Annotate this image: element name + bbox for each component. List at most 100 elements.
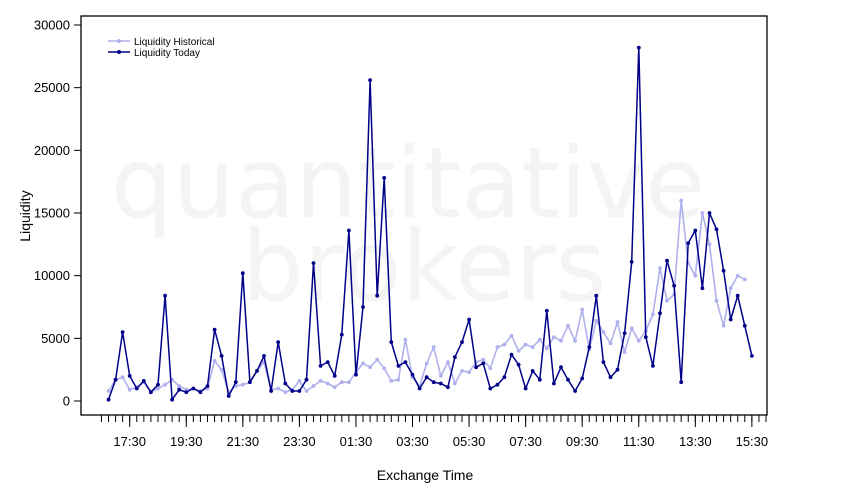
data-point-historical xyxy=(559,338,563,343)
data-point-today xyxy=(622,331,627,336)
watermark: quantitative brokers xyxy=(111,127,706,324)
data-point-historical xyxy=(658,266,662,270)
data-point-today xyxy=(120,330,125,334)
data-point-today xyxy=(431,380,436,385)
data-point-today xyxy=(424,375,429,380)
data-point-today xyxy=(361,305,365,309)
data-point-today xyxy=(446,385,450,390)
data-point-historical xyxy=(523,342,528,347)
data-point-today xyxy=(311,261,316,265)
data-point-today xyxy=(672,283,676,288)
data-point-historical xyxy=(537,337,542,342)
data-point-today xyxy=(721,268,726,273)
data-point-today xyxy=(523,386,528,391)
data-point-today xyxy=(184,390,189,395)
data-point-historical xyxy=(488,366,493,371)
data-point-historical xyxy=(127,387,132,392)
y-tick-label: 15000 xyxy=(34,206,70,221)
data-point-historical xyxy=(446,360,450,364)
data-point-historical xyxy=(502,342,507,347)
x-tick-label: 03:30 xyxy=(396,434,429,449)
data-point-today xyxy=(643,335,648,339)
data-point-historical xyxy=(389,379,394,383)
data-point-today xyxy=(700,286,705,291)
data-point-historical xyxy=(552,335,556,339)
data-point-today xyxy=(573,389,577,393)
data-point-today xyxy=(318,364,323,368)
x-tick-label: 17:30 xyxy=(113,434,146,449)
y-tick-label: 10000 xyxy=(34,268,70,283)
data-point-historical xyxy=(347,380,351,385)
legend-label-today: Liquidity Today xyxy=(134,48,200,59)
data-point-today xyxy=(665,258,669,263)
data-point-today xyxy=(651,364,655,368)
data-point-today xyxy=(255,369,259,373)
data-point-historical xyxy=(177,384,182,388)
data-point-historical xyxy=(424,361,429,366)
x-axis: 17:30 19:30 21:30 23:30 01:30 03:30 05:30 07:30… xyxy=(100,415,769,449)
y-tick-label: 30000 xyxy=(34,18,70,33)
data-point-today xyxy=(368,78,372,82)
data-point-historical xyxy=(495,345,500,349)
data-point-today xyxy=(552,381,556,386)
data-point-today xyxy=(177,387,182,392)
data-point-today xyxy=(304,377,309,382)
data-point-historical xyxy=(163,382,168,387)
data-point-historical xyxy=(375,357,380,362)
data-point-today xyxy=(495,382,500,387)
data-point-historical xyxy=(622,350,627,354)
data-point-today xyxy=(530,369,535,373)
data-point-historical xyxy=(714,298,719,303)
data-point-today xyxy=(460,340,464,344)
data-point-today xyxy=(276,340,281,344)
x-tick-label: 13:30 xyxy=(679,434,712,449)
data-point-historical xyxy=(735,273,740,278)
data-point-today xyxy=(417,386,422,391)
data-point-today xyxy=(106,397,111,402)
x-tick-label: 09:30 xyxy=(566,434,599,449)
data-point-historical xyxy=(453,381,457,386)
data-point-today xyxy=(629,260,634,264)
data-point-today xyxy=(212,327,217,332)
data-point-today xyxy=(389,340,394,344)
data-point-today xyxy=(156,382,160,387)
data-point-today xyxy=(325,360,330,364)
data-point-historical xyxy=(530,345,535,349)
data-point-historical xyxy=(304,389,309,393)
watermark-line-1: quantitative xyxy=(111,127,706,241)
data-point-historical xyxy=(544,346,549,351)
data-point-today xyxy=(615,367,620,372)
series-line-today xyxy=(107,46,753,401)
data-point-historical xyxy=(636,338,641,343)
x-axis-title: Exchange Time xyxy=(377,467,474,483)
data-point-today xyxy=(262,354,266,358)
data-point-today xyxy=(403,360,408,364)
data-point-today xyxy=(750,354,754,358)
data-point-historical xyxy=(707,242,712,247)
x-tick-label: 05:30 xyxy=(453,434,486,449)
x-tick-label: 15:30 xyxy=(736,434,769,449)
data-point-historical xyxy=(297,379,302,383)
data-point-historical xyxy=(481,357,486,362)
data-point-today xyxy=(248,380,252,385)
data-point-historical xyxy=(382,366,387,371)
data-point-historical xyxy=(700,211,705,215)
data-point-today xyxy=(544,308,549,313)
data-point-historical xyxy=(665,298,669,303)
data-point-today xyxy=(537,377,542,382)
data-point-today xyxy=(636,45,641,50)
legend-marker-today xyxy=(117,50,121,54)
data-point-historical xyxy=(396,377,401,382)
data-point-historical xyxy=(608,341,613,346)
data-point-today xyxy=(707,211,712,215)
legend: Liquidity Historical Liquidity Today xyxy=(108,37,215,59)
data-point-historical xyxy=(573,338,577,343)
data-point-today xyxy=(134,386,139,391)
x-tick-label: 19:30 xyxy=(170,434,203,449)
data-point-today xyxy=(240,271,245,276)
data-point-historical xyxy=(629,326,634,331)
data-point-historical xyxy=(339,380,344,385)
data-point-today xyxy=(382,176,387,180)
legend-marker-historical xyxy=(117,39,121,43)
